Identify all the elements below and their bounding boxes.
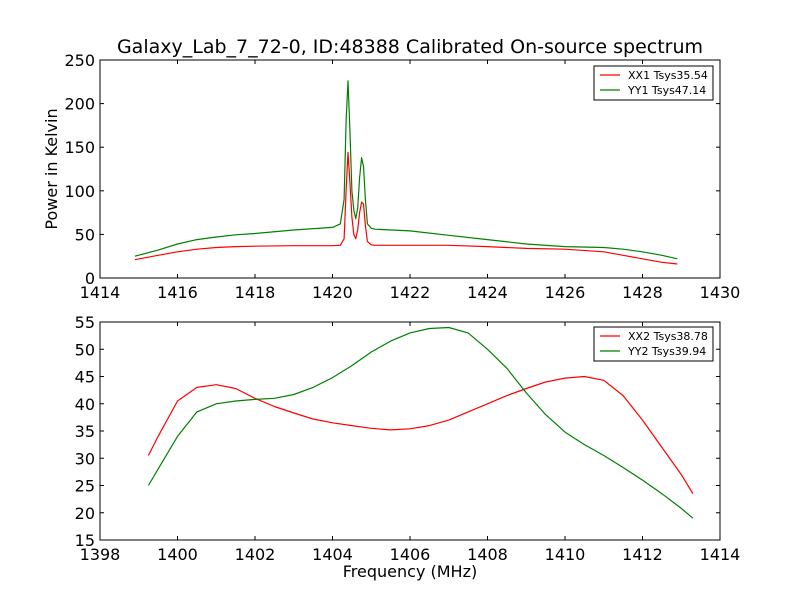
y-tick-label: 100 <box>64 182 95 201</box>
y-tick-label: 40 <box>75 395 95 414</box>
x-tick-label: 1414 <box>700 545 741 564</box>
x-tick-label: 1416 <box>157 283 198 302</box>
y-tick-label: 200 <box>64 95 95 114</box>
y-tick-label: 20 <box>75 504 95 523</box>
x-tick-label: 1402 <box>235 545 276 564</box>
y-tick-label: 250 <box>64 51 95 70</box>
y-tick-label: 30 <box>75 449 95 468</box>
x-tick-label: 1400 <box>157 545 198 564</box>
y-tick-label: 25 <box>75 477 95 496</box>
x-tick-label: 1404 <box>312 545 353 564</box>
legend: XX1 Tsys35.54 YY1 Tsys47.14 <box>593 65 714 101</box>
series-line-xx1 <box>134 151 678 265</box>
bottom-subplot: 1398 1400 1402 1404 1406 1408 1410 1412 1414 15 20… <box>75 313 741 581</box>
x-tick-label: 1398 <box>80 545 121 564</box>
x-tick-label: 1430 <box>700 283 741 302</box>
x-tick-label: 1426 <box>545 283 586 302</box>
x-tick-label: 1418 <box>235 283 276 302</box>
y-tick-label: 50 <box>75 225 95 244</box>
y-axis-label: Power in Kelvin <box>42 108 61 229</box>
legend-entry: XX1 Tsys35.54 <box>628 69 708 82</box>
series-line-xx2 <box>147 375 694 495</box>
y-tick-label: 150 <box>64 138 95 157</box>
x-tick-label: 1424 <box>467 283 508 302</box>
y-tick-label: 35 <box>75 422 95 441</box>
x-tick-label: 1414 <box>80 283 121 302</box>
legend-entry: YY1 Tsys47.14 <box>627 84 706 97</box>
x-axis-label: Frequency (MHz) <box>343 562 477 581</box>
series-line-yy2 <box>147 326 694 519</box>
y-tick-label: 15 <box>75 531 95 550</box>
y-tick-label: 55 <box>75 313 95 332</box>
y-tick-label: 50 <box>75 340 95 359</box>
y-tick-label: 45 <box>75 368 95 387</box>
top-subplot: 1414 1416 1418 1420 1422 1424 1426 1428 1430 0 50 1… <box>42 51 740 302</box>
series-line-yy1 <box>134 80 678 260</box>
x-tick-label: 1406 <box>390 545 431 564</box>
legend: XX2 Tsys38.78 YY2 Tsys39.94 <box>593 326 714 362</box>
x-tick-label: 1420 <box>312 283 353 302</box>
legend-box <box>593 326 714 362</box>
legend-entry: XX2 Tsys38.78 <box>628 330 708 343</box>
x-tick-label: 1412 <box>622 545 663 564</box>
x-tick-label: 1408 <box>467 545 508 564</box>
x-tick-label: 1410 <box>545 545 586 564</box>
legend-box <box>593 65 714 101</box>
figure-title: Galaxy_Lab_7_72-0, ID:48388 Calibrated O… <box>117 36 703 58</box>
y-tick-label: 0 <box>85 269 95 288</box>
legend-entry: YY2 Tsys39.94 <box>627 345 706 358</box>
x-tick-label: 1428 <box>622 283 663 302</box>
x-tick-label: 1422 <box>390 283 431 302</box>
